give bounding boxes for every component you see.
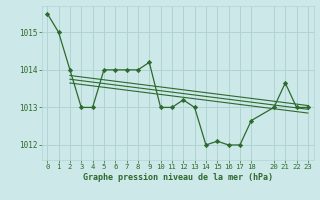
X-axis label: Graphe pression niveau de la mer (hPa): Graphe pression niveau de la mer (hPa): [83, 173, 273, 182]
